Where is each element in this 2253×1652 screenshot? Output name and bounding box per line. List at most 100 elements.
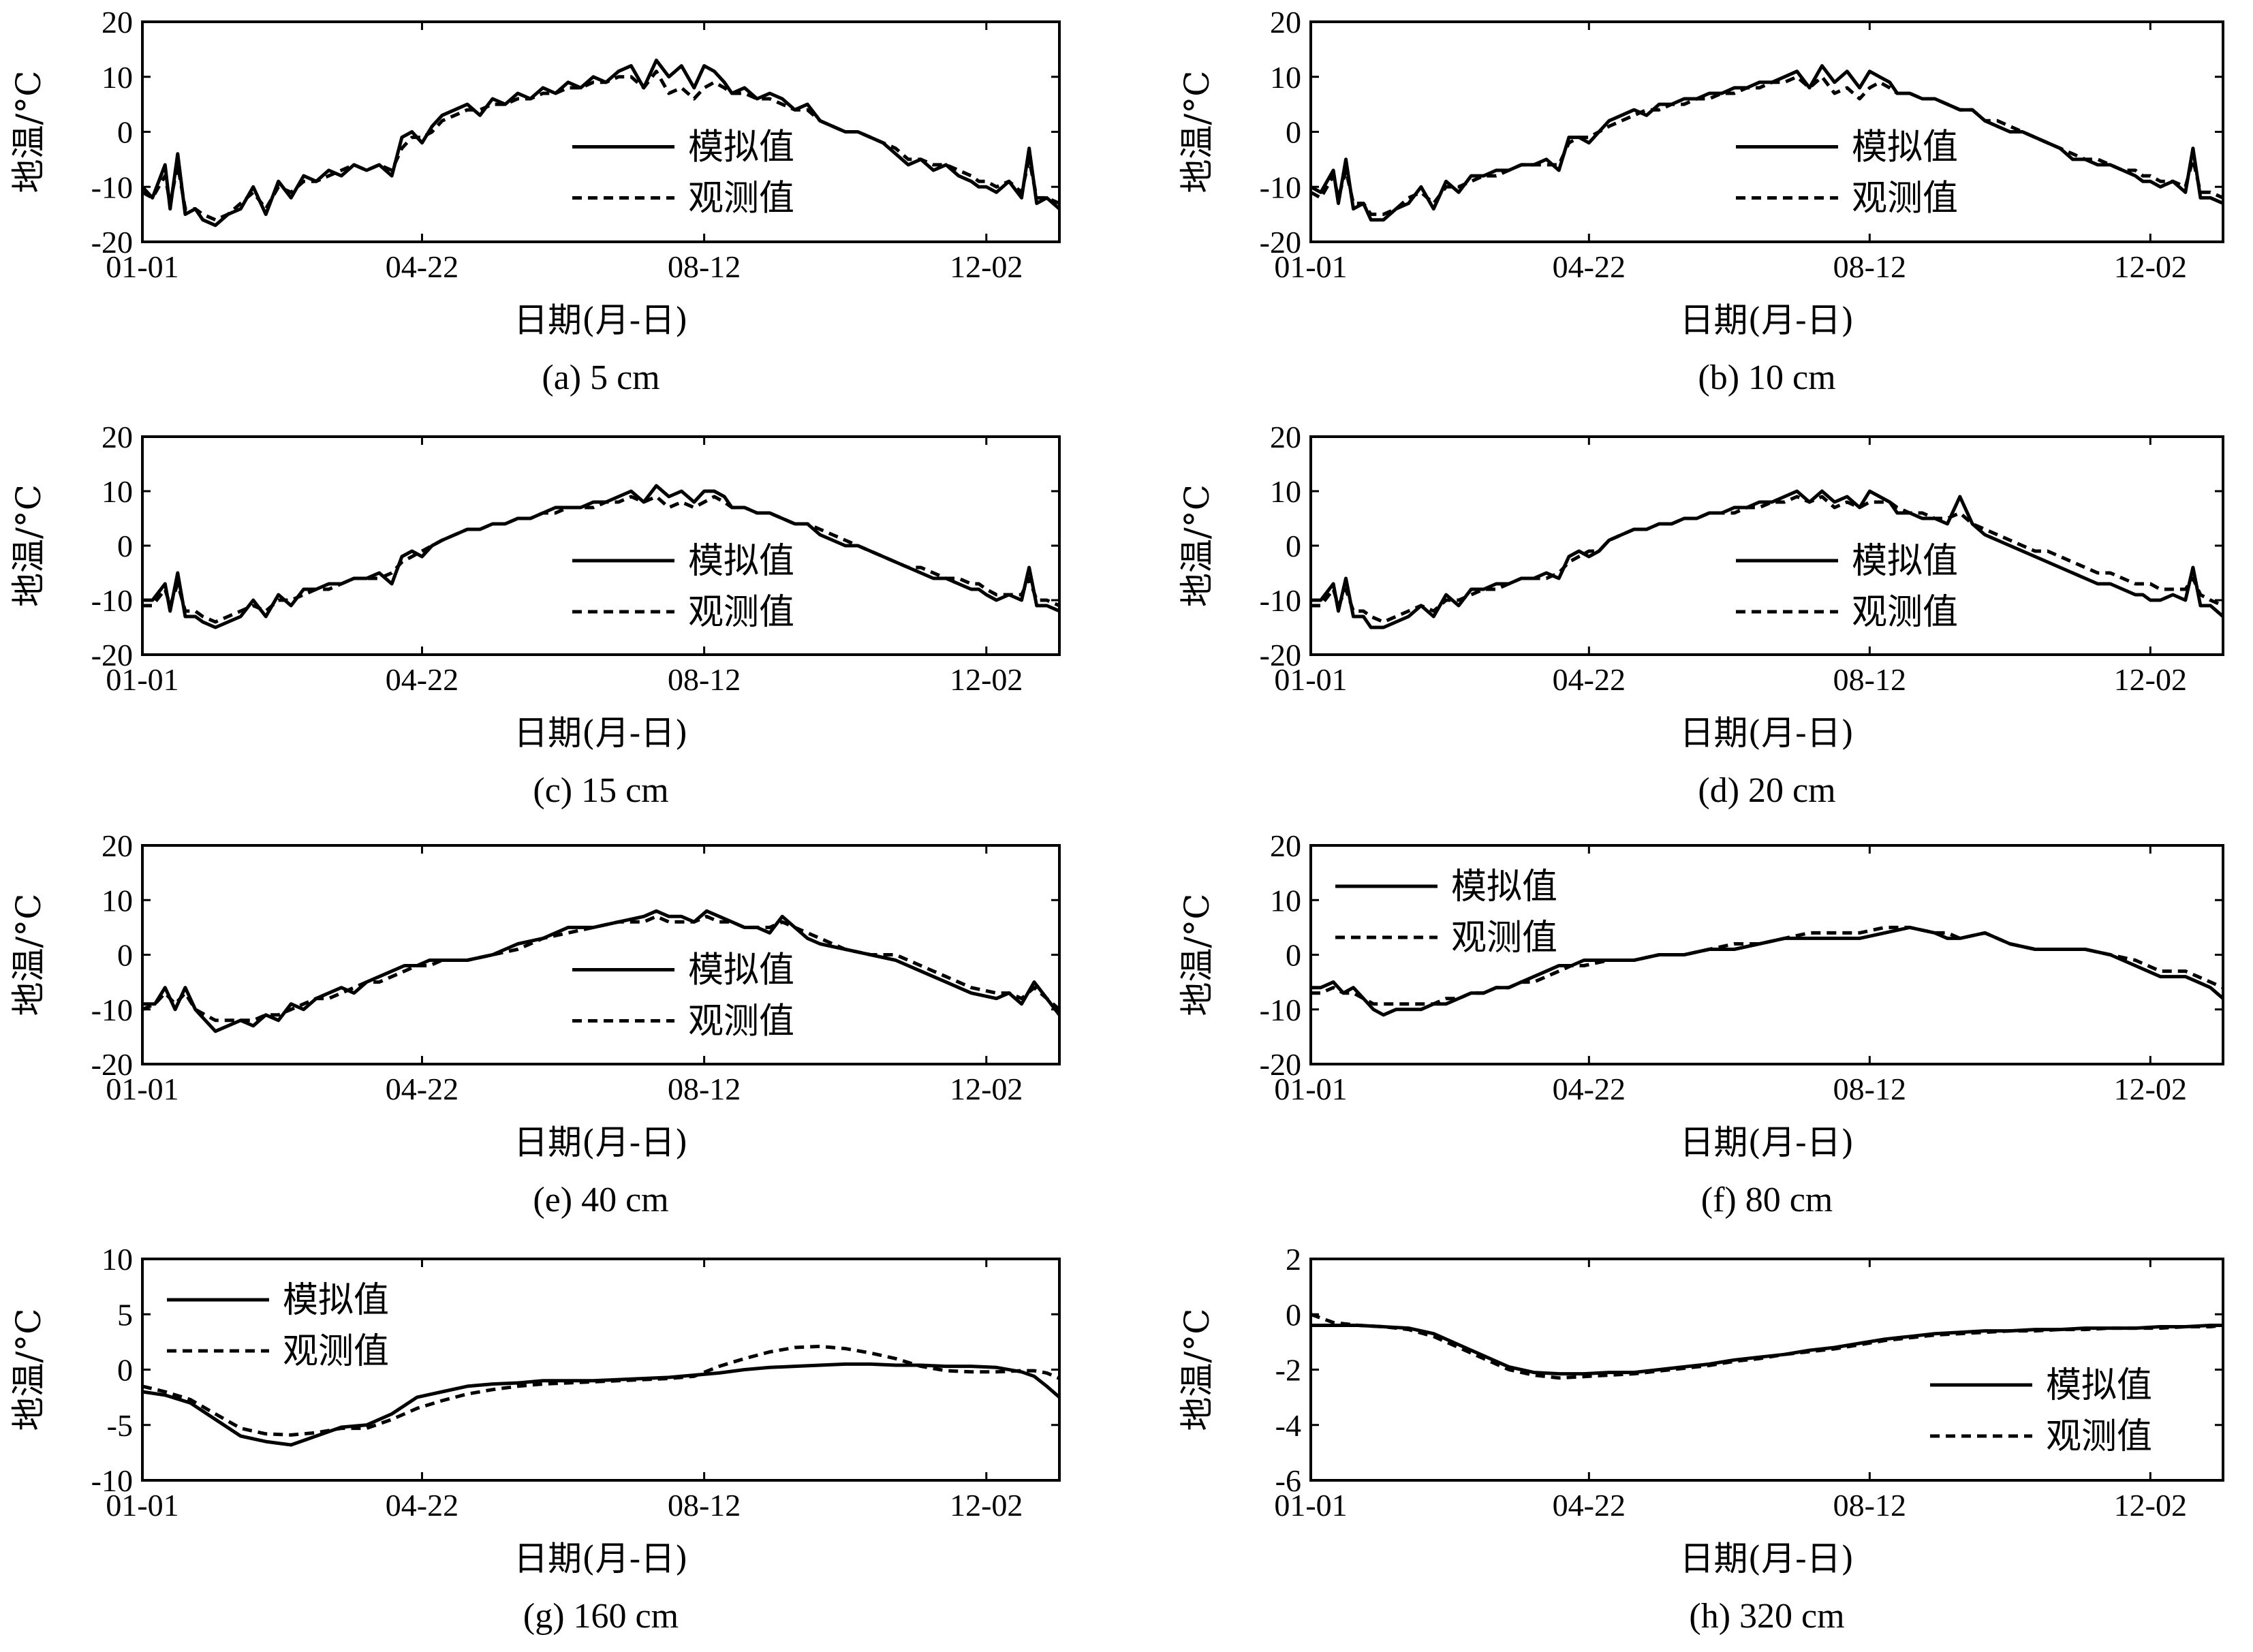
- legend-label: 观测值: [1451, 918, 1557, 959]
- x-tick-label: 08-12: [1833, 1072, 1906, 1106]
- x-tick-label: 04-22: [386, 662, 459, 697]
- simulated-series-line: [142, 484, 1059, 629]
- y-axis-label: 地温/°C: [1177, 70, 1217, 193]
- simulated-series-line: [142, 59, 1059, 228]
- x-tick-label: 12-02: [950, 1072, 1023, 1106]
- y-tick-label: 0: [117, 115, 133, 150]
- observed-series-line: [1311, 495, 2223, 624]
- y-tick-label: 20: [1270, 828, 1301, 863]
- y-tick-label: -20: [1260, 1047, 1301, 1082]
- y-tick-label: 20: [102, 5, 133, 40]
- x-tick-label: 08-12: [668, 249, 741, 284]
- x-axis-label: 日期(月-日): [1680, 1539, 1854, 1578]
- simulated-series-line: [1311, 489, 2223, 629]
- y-axis-label: 地温/°C: [1177, 893, 1217, 1016]
- panel-caption: (h) 320 cm: [1689, 1597, 1844, 1636]
- y-tick-label: -10: [1260, 993, 1301, 1027]
- y-tick-label: -10: [91, 583, 133, 618]
- panel-caption: (b) 10 cm: [1698, 358, 1835, 397]
- x-tick-label: 01-01: [106, 249, 178, 284]
- observed-series-line: [1311, 75, 2223, 217]
- x-tick-label: 01-01: [1274, 249, 1347, 284]
- x-tick-label: 08-12: [668, 1488, 741, 1523]
- x-tick-label: 04-22: [1553, 662, 1626, 697]
- plot-frame: [141, 844, 1061, 1065]
- x-tick-label: 08-12: [668, 662, 741, 697]
- panel-caption: (c) 15 cm: [533, 771, 668, 810]
- legend-label: 模拟值: [688, 127, 794, 168]
- x-tick-label: 12-02: [950, 249, 1023, 284]
- y-tick-label: -20: [91, 225, 133, 260]
- y-tick-label: 10: [102, 883, 133, 918]
- panel-caption: (g) 160 cm: [523, 1597, 679, 1636]
- legend-label: 观测值: [1852, 592, 1958, 633]
- y-tick-label: -10: [91, 1463, 133, 1498]
- legend-label: 观测值: [2046, 1416, 2152, 1457]
- y-tick-label: -5: [107, 1408, 133, 1443]
- x-tick-label: 12-02: [950, 1488, 1023, 1523]
- y-tick-label: 10: [1270, 883, 1301, 918]
- x-tick-label: 01-01: [1274, 1488, 1347, 1523]
- x-tick-label: 12-02: [2114, 662, 2187, 697]
- legend-label: 观测值: [283, 1331, 389, 1372]
- x-axis-label: 日期(月-日): [514, 1539, 688, 1578]
- y-tick-label: 20: [102, 828, 133, 863]
- y-axis-label: 地温/°C: [9, 1308, 48, 1431]
- y-tick-label: -10: [91, 170, 133, 204]
- x-tick-label: 04-22: [1553, 1488, 1626, 1523]
- x-tick-label: 01-01: [106, 662, 178, 697]
- y-tick-label: 0: [1286, 938, 1301, 973]
- y-tick-label: 10: [102, 60, 133, 95]
- y-tick-label: -2: [1275, 1353, 1301, 1388]
- x-tick-label: 01-01: [1274, 662, 1347, 697]
- legend-label: 模拟值: [1852, 541, 1958, 582]
- x-tick-label: 12-02: [950, 662, 1023, 697]
- x-tick-label: 01-01: [1274, 1072, 1347, 1106]
- y-tick-label: 20: [1270, 5, 1301, 40]
- x-axis-label: 日期(月-日): [514, 300, 688, 340]
- y-tick-label: 2: [1286, 1242, 1301, 1277]
- legend-label: 模拟值: [2046, 1365, 2152, 1406]
- y-tick-label: 0: [117, 529, 133, 563]
- y-tick-label: 10: [1270, 60, 1301, 95]
- observed-series-line: [142, 495, 1059, 624]
- x-tick-label: 04-22: [386, 249, 459, 284]
- x-tick-label: 08-12: [1833, 1488, 1906, 1523]
- x-tick-label: 12-02: [2114, 1488, 2187, 1523]
- x-axis-label: 日期(月-日): [1680, 713, 1854, 753]
- legend-label: 观测值: [1852, 178, 1958, 219]
- observed-series-line: [1311, 1312, 2223, 1380]
- observed-series-line: [142, 1344, 1059, 1437]
- x-tick-label: 01-01: [106, 1072, 178, 1106]
- legend-label: 模拟值: [1852, 127, 1958, 168]
- simulated-series-line: [1311, 64, 2223, 222]
- y-tick-label: 20: [102, 420, 133, 454]
- observed-series-line: [142, 914, 1059, 1023]
- plot-frame: [1309, 1258, 2224, 1482]
- y-tick-label: -20: [91, 1047, 133, 1082]
- legend-label: 模拟值: [688, 950, 794, 991]
- y-tick-label: 0: [1286, 529, 1301, 563]
- x-tick-label: 08-12: [1833, 662, 1906, 697]
- plot-frame: [141, 1258, 1061, 1482]
- plot-frame: [1309, 20, 2224, 243]
- x-tick-label: 01-01: [106, 1488, 178, 1523]
- y-axis-label: 地温/°C: [9, 893, 48, 1016]
- observed-series-line: [1311, 925, 2223, 1006]
- y-tick-label: -10: [1260, 583, 1301, 618]
- x-tick-label: 04-22: [1553, 249, 1626, 284]
- x-axis-label: 日期(月-日): [514, 1123, 688, 1162]
- y-axis-label: 地温/°C: [9, 70, 48, 193]
- y-axis-label: 地温/°C: [1177, 1308, 1217, 1431]
- y-tick-label: -10: [1260, 170, 1301, 204]
- legend-label: 模拟值: [283, 1280, 389, 1321]
- y-tick-label: -20: [1260, 225, 1301, 260]
- panel-caption: (e) 40 cm: [533, 1181, 668, 1219]
- panel-caption: (d) 20 cm: [1698, 771, 1835, 810]
- y-axis-label: 地温/°C: [1177, 484, 1217, 607]
